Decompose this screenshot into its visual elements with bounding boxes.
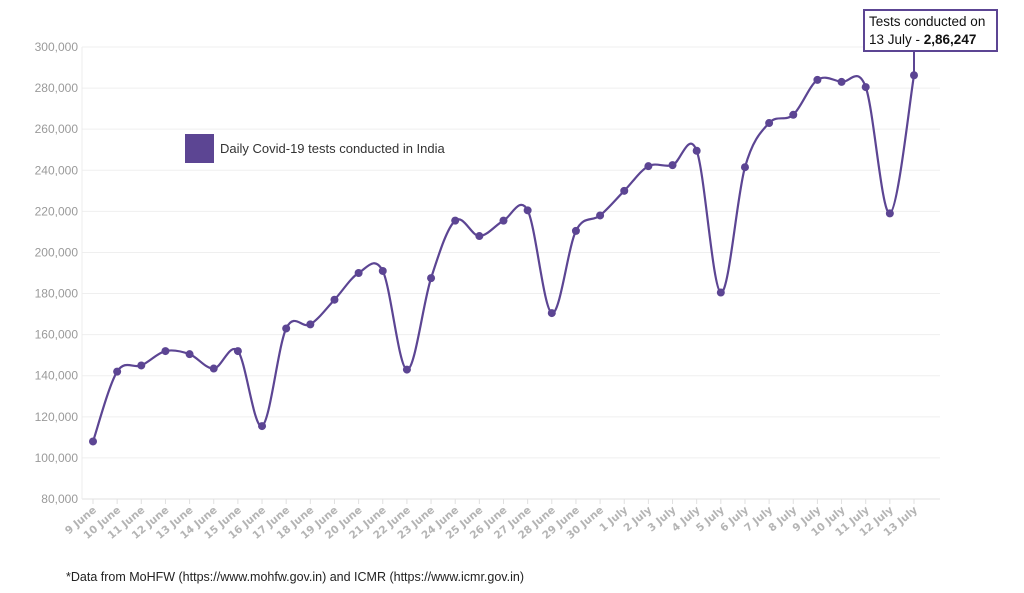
data-point[interactable] <box>306 320 315 329</box>
callout-value: 2,86,247 <box>924 32 977 47</box>
callout: Tests conducted on 13 July - 2,86,247 <box>863 9 998 76</box>
callout-line2-prefix: 13 July - <box>869 32 924 47</box>
data-point[interactable] <box>885 209 894 218</box>
data-point[interactable] <box>161 347 170 356</box>
callout-box <box>863 9 998 52</box>
y-tick-label: 160,000 <box>35 328 79 342</box>
data-point[interactable] <box>813 75 822 84</box>
data-point[interactable] <box>547 309 556 318</box>
data-point[interactable] <box>330 295 339 304</box>
source-footnote: *Data from MoHFW (https://www.mohfw.gov.… <box>66 570 524 584</box>
data-point[interactable] <box>475 232 484 241</box>
data-point[interactable] <box>89 437 97 446</box>
y-tick-label: 100,000 <box>35 451 79 465</box>
data-point[interactable] <box>837 77 846 86</box>
legend-label: Daily Covid-19 tests conducted in India <box>220 141 446 156</box>
y-tick-label: 220,000 <box>35 204 79 218</box>
data-point[interactable] <box>354 269 363 277</box>
data-point[interactable] <box>427 274 436 283</box>
data-point[interactable] <box>668 161 677 170</box>
data-point[interactable] <box>765 119 774 128</box>
y-tick-label: 240,000 <box>35 163 79 177</box>
y-tick-label: 180,000 <box>35 287 79 301</box>
gridlines <box>81 46 940 500</box>
legend-swatch <box>185 134 214 163</box>
data-point[interactable] <box>644 162 653 171</box>
y-tick-label: 260,000 <box>35 122 79 136</box>
data-point[interactable] <box>523 206 532 215</box>
data-point[interactable] <box>402 365 411 374</box>
data-point[interactable] <box>692 146 701 155</box>
data-point[interactable] <box>233 347 242 356</box>
data-point[interactable] <box>716 288 725 297</box>
data-point[interactable] <box>113 367 122 376</box>
data-points <box>89 71 918 446</box>
data-point[interactable] <box>861 83 870 92</box>
data-point[interactable] <box>258 422 267 431</box>
data-point[interactable] <box>571 226 580 235</box>
y-tick-label: 300,000 <box>35 40 79 54</box>
y-tick-label: 120,000 <box>35 410 79 424</box>
data-point[interactable] <box>451 216 460 225</box>
y-tick-label: 280,000 <box>35 81 79 95</box>
data-point[interactable] <box>378 266 387 275</box>
y-tick-label: 140,000 <box>35 369 79 383</box>
callout-line2: 13 July - 2,86,247 <box>869 32 976 47</box>
y-tick-label: 200,000 <box>35 245 79 259</box>
data-point[interactable] <box>596 211 605 220</box>
legend: Daily Covid-19 tests conducted in India <box>185 134 446 163</box>
data-point[interactable] <box>740 163 749 172</box>
data-point[interactable] <box>137 361 146 370</box>
data-point[interactable] <box>789 110 798 119</box>
series-line <box>91 75 916 442</box>
data-point[interactable] <box>499 216 508 225</box>
callout-line1: Tests conducted on <box>869 14 985 29</box>
data-point[interactable] <box>282 324 291 333</box>
y-axis: 80,000 100,000 120,000 140,000 160,000 180,00… <box>35 40 79 506</box>
y-tick-label: 80,000 <box>41 492 78 506</box>
data-point[interactable] <box>620 186 629 195</box>
data-point[interactable] <box>185 350 194 359</box>
data-point[interactable] <box>209 364 218 373</box>
